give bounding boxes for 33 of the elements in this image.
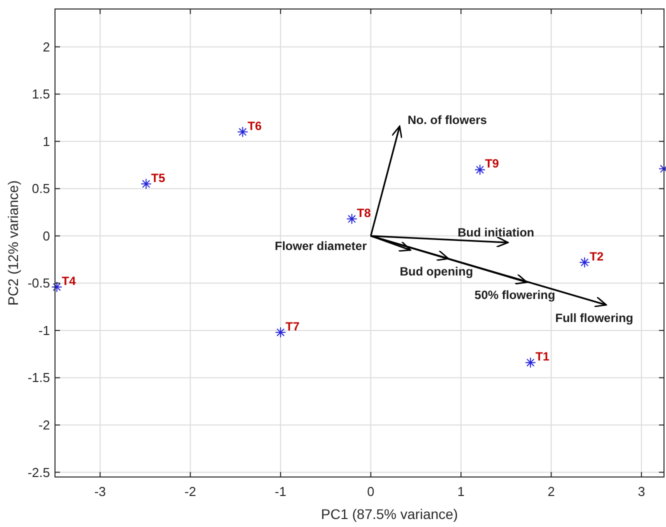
y-axis-title: PC2 (12% variance) — [5, 180, 21, 306]
data-label: T1 — [535, 350, 550, 364]
series-label: Full flowering — [555, 310, 634, 325]
x-tick-label: -1 — [274, 484, 286, 499]
y-tick-label: 0.5 — [32, 181, 50, 196]
y-tick-label: 2 — [42, 39, 50, 54]
y-tick-label: 1 — [42, 134, 50, 149]
series-label: Bud opening — [400, 264, 474, 279]
data-label: T6 — [248, 118, 262, 133]
y-tick-label: -1 — [38, 322, 50, 338]
series-label: 50% flowering — [474, 288, 556, 302]
data-label: T5 — [151, 170, 166, 185]
data-label: T9 — [484, 156, 500, 171]
x-tick-label: 3 — [638, 484, 646, 499]
x-axis-title: PC1 (87.5% variance) — [321, 506, 458, 522]
series-label: Bud initiation — [458, 226, 534, 240]
x-tick-label: -3 — [94, 484, 106, 499]
x-tick-label: -2 — [184, 484, 196, 499]
y-tick-label: -1.5 — [28, 370, 50, 386]
x-tick-label: 0 — [367, 484, 374, 499]
data-label: T4 — [62, 274, 76, 288]
y-tick-label: -2 — [38, 418, 50, 432]
y-tick-label: 0 — [42, 228, 50, 244]
y-tick-label: 1.5 — [32, 86, 50, 102]
data-label: T8 — [356, 206, 372, 220]
x-tick-label: 2 — [548, 484, 555, 499]
x-tick-label: 1 — [457, 484, 465, 499]
data-label: T2 — [590, 249, 604, 264]
y-tick-label: -2.5 — [28, 464, 50, 480]
data-label: T7 — [286, 319, 300, 334]
y-tick-label: -0.5 — [28, 276, 50, 291]
series-label: Flower diameter — [274, 238, 368, 253]
series-label: No. of flowers — [408, 113, 488, 128]
